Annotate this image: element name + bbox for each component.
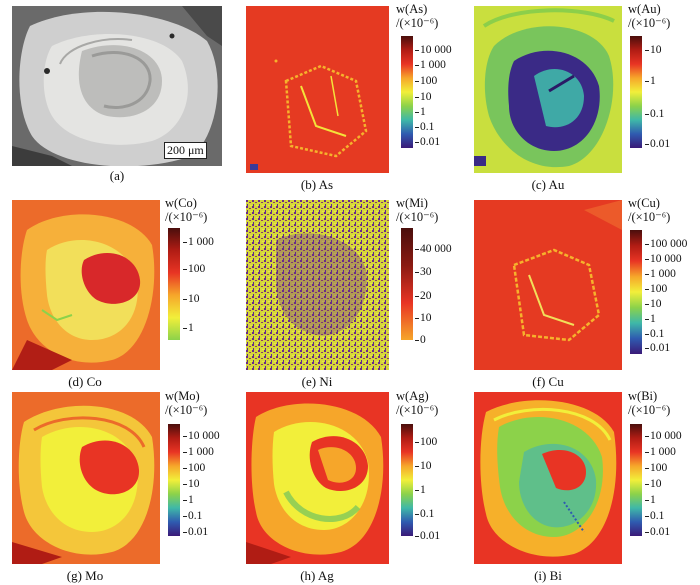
- tick-mo-1: 1 000: [183, 446, 214, 458]
- tick-as-5: 0.1: [414, 121, 435, 133]
- cbar-title-au-line1: w(Au): [628, 2, 661, 16]
- tick-mo-3: 10: [183, 478, 200, 490]
- tick-as-6: 0.01: [414, 136, 441, 148]
- caption-c: (c) Au: [531, 177, 565, 192]
- map-co: [12, 200, 160, 370]
- map-as: [246, 6, 389, 173]
- tick-cu-7: 0.01: [644, 342, 671, 354]
- cbar-title-mo-line1: w(Mo): [165, 389, 200, 403]
- cbar-title-ag: w(Ag) /(×10⁻⁶): [396, 389, 438, 417]
- cbar-title-cu-line1: w(Cu): [628, 196, 660, 210]
- caption-i: (i) Bi: [534, 568, 562, 583]
- cbar-title-mo-line2: /(×10⁻⁶): [165, 403, 208, 417]
- cbar-title-au-line2: /(×10⁻⁶): [628, 16, 671, 30]
- cbar-title-co-line1: w(Co): [165, 196, 197, 210]
- tick-mo-4: 1: [183, 494, 194, 506]
- photomicrograph-a: 200 μm: [12, 6, 222, 166]
- map-bi: [474, 392, 622, 564]
- colorbar-mo: [168, 424, 180, 536]
- cbar-title-bi-line1: w(Bi): [628, 389, 658, 403]
- scale-bar: 200 μm: [164, 142, 207, 159]
- tick-cu-1: 10 000: [645, 253, 682, 265]
- colorbar-ni: [401, 228, 413, 340]
- map-ni: [246, 200, 389, 370]
- tick-ag-0: 100: [414, 436, 438, 448]
- tick-ag-1: 10: [415, 460, 432, 472]
- tick-co-2: 10: [183, 293, 200, 305]
- tick-as-3: 10: [415, 91, 432, 103]
- tick-mo-5: 0.1: [182, 510, 203, 522]
- cbar-title-co-line2: /(×10⁻⁶): [165, 210, 208, 224]
- tick-cu-3: 100: [644, 283, 668, 295]
- tick-mo-0: 10 000: [183, 430, 220, 442]
- tick-bi-3: 10: [645, 478, 662, 490]
- tick-cu-0: 100 000: [644, 238, 688, 250]
- colorbar-cu: [630, 230, 642, 354]
- tick-ni-3: 10: [415, 312, 432, 324]
- cbar-title-as-line2: /(×10⁻⁶): [396, 16, 439, 30]
- cbar-title-mo: w(Mo) /(×10⁻⁶): [165, 389, 207, 417]
- cbar-title-cu: w(Cu) /(×10⁻⁶): [628, 196, 670, 224]
- tick-au-2: 0.1: [644, 108, 665, 120]
- map-ag: [246, 392, 389, 564]
- colorbar-bi: [630, 424, 642, 536]
- tick-mo-6: 0.01: [182, 526, 209, 538]
- tick-bi-2: 100: [644, 462, 668, 474]
- caption-g: (g) Mo: [66, 568, 104, 583]
- caption-f: (f) Cu: [532, 374, 564, 389]
- tick-cu-5: 1: [645, 313, 656, 325]
- tick-cu-2: 1 000: [645, 268, 676, 280]
- cbar-title-cu-line2: /(×10⁻⁶): [628, 210, 671, 224]
- cbar-title-ni-line2: /(×10⁻⁶): [396, 210, 439, 224]
- map-cu: [474, 200, 622, 370]
- tick-bi-5: 0.1: [644, 510, 665, 522]
- tick-bi-1: 1 000: [645, 446, 676, 458]
- tick-bi-0: 10 000: [645, 430, 682, 442]
- tick-ag-4: 0.01: [414, 530, 441, 542]
- caption-b: (b) As: [300, 177, 334, 192]
- cbar-title-ni-line1: w(Mi): [396, 196, 428, 210]
- caption-d: (d) Co: [68, 374, 102, 389]
- tick-cu-4: 10: [645, 298, 662, 310]
- caption-h: (h) Ag: [300, 568, 334, 583]
- cbar-title-as: w(As) /(×10⁻⁶): [396, 2, 438, 30]
- tick-au-1: 1: [645, 75, 656, 87]
- tick-as-1: 1 000: [415, 59, 446, 71]
- tick-au-0: 10: [645, 44, 662, 56]
- tick-ni-2: 20: [415, 290, 432, 302]
- map-au: [474, 6, 622, 173]
- colorbar-as: [401, 36, 413, 148]
- cbar-title-bi-line2: /(×10⁻⁶): [628, 403, 671, 417]
- caption-e: (e) Ni: [301, 374, 333, 389]
- tick-co-1: 100: [182, 263, 206, 275]
- cbar-title-ni: w(Mi) /(×10⁻⁶): [396, 196, 438, 224]
- tick-ni-1: 30: [415, 266, 432, 278]
- cbar-title-au: w(Au) /(×10⁻⁶): [628, 2, 670, 30]
- tick-ni-0: 40 000: [415, 243, 452, 255]
- tick-as-4: 1: [415, 106, 426, 118]
- tick-cu-6: 0.1: [644, 328, 665, 340]
- cbar-title-co: w(Co) /(×10⁻⁶): [165, 196, 207, 224]
- tick-bi-6: 0.01: [644, 526, 671, 538]
- tick-co-0: 1 000: [183, 236, 214, 248]
- map-mo: [12, 392, 160, 564]
- tick-au-3: 0.01: [644, 138, 671, 150]
- tick-ag-2: 1: [415, 484, 426, 496]
- cbar-title-as-line1: w(As): [396, 2, 428, 16]
- tick-mo-2: 100: [182, 462, 206, 474]
- tick-ni-4: 0: [415, 334, 426, 346]
- tick-as-2: 100: [414, 75, 438, 87]
- tick-bi-4: 1: [645, 494, 656, 506]
- cbar-title-ag-line1: w(Ag): [396, 389, 429, 403]
- tick-ag-3: 0.1: [414, 508, 435, 520]
- cbar-title-ag-line2: /(×10⁻⁶): [396, 403, 439, 417]
- colorbar-co: [168, 228, 180, 340]
- tick-as-0: 10 000: [415, 44, 452, 56]
- caption-a: (a): [109, 168, 125, 183]
- cbar-title-bi: w(Bi) /(×10⁻⁶): [628, 389, 670, 417]
- tick-co-3: 1: [183, 322, 194, 334]
- colorbar-ag: [401, 424, 413, 536]
- colorbar-au: [630, 36, 642, 148]
